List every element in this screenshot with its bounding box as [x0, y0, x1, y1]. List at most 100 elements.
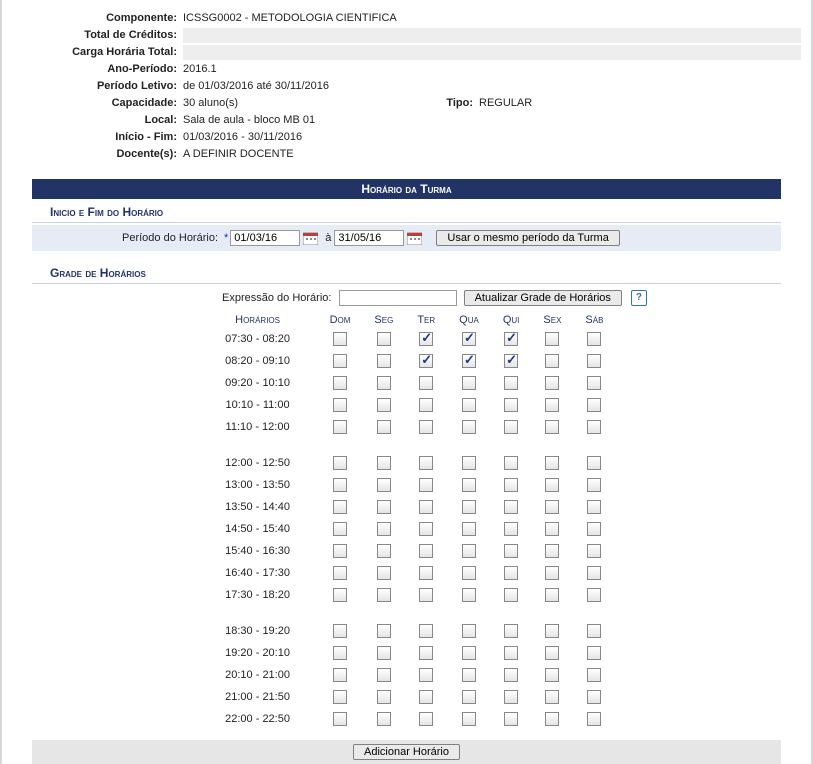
grade-checkbox[interactable]: [587, 712, 601, 726]
grade-checkbox[interactable]: [333, 690, 347, 704]
usar-periodo-turma-button[interactable]: Usar o mesmo período da Turma: [436, 230, 619, 246]
grade-checkbox[interactable]: [587, 456, 601, 470]
grade-checkbox[interactable]: [377, 668, 391, 682]
grade-checkbox[interactable]: [377, 376, 391, 390]
grade-checkbox[interactable]: [587, 646, 601, 660]
grade-checkbox[interactable]: [587, 588, 601, 602]
grade-checkbox[interactable]: [462, 588, 476, 602]
grade-checkbox[interactable]: [462, 478, 476, 492]
grade-checkbox[interactable]: [587, 690, 601, 704]
grade-checkbox[interactable]: [419, 544, 433, 558]
grade-checkbox[interactable]: [333, 544, 347, 558]
grade-checkbox[interactable]: [504, 544, 518, 558]
grade-checkbox[interactable]: [462, 398, 476, 412]
grade-checkbox[interactable]: [462, 566, 476, 580]
grade-checkbox[interactable]: [377, 332, 391, 346]
grade-checkbox[interactable]: [587, 398, 601, 412]
grade-checkbox[interactable]: [333, 624, 347, 638]
grade-checkbox[interactable]: [419, 332, 433, 346]
grade-checkbox[interactable]: [419, 376, 433, 390]
grade-checkbox[interactable]: [377, 712, 391, 726]
grade-checkbox[interactable]: [462, 420, 476, 434]
grade-checkbox[interactable]: [333, 332, 347, 346]
grade-checkbox[interactable]: [377, 566, 391, 580]
grade-checkbox[interactable]: [504, 420, 518, 434]
grade-checkbox[interactable]: [419, 478, 433, 492]
grade-checkbox[interactable]: [504, 712, 518, 726]
grade-checkbox[interactable]: [462, 332, 476, 346]
grade-checkbox[interactable]: [333, 398, 347, 412]
grade-checkbox[interactable]: [504, 668, 518, 682]
grade-checkbox[interactable]: [462, 690, 476, 704]
grade-checkbox[interactable]: [545, 566, 559, 580]
grade-checkbox[interactable]: [419, 668, 433, 682]
grade-checkbox[interactable]: [462, 500, 476, 514]
grade-checkbox[interactable]: [545, 646, 559, 660]
grade-checkbox[interactable]: [462, 522, 476, 536]
grade-checkbox[interactable]: [587, 376, 601, 390]
grade-checkbox[interactable]: [377, 522, 391, 536]
grade-checkbox[interactable]: [462, 712, 476, 726]
grade-checkbox[interactable]: [504, 646, 518, 660]
grade-checkbox[interactable]: [377, 456, 391, 470]
grade-checkbox[interactable]: [545, 376, 559, 390]
grade-checkbox[interactable]: [333, 566, 347, 580]
grade-checkbox[interactable]: [333, 588, 347, 602]
grade-checkbox[interactable]: [462, 624, 476, 638]
grade-checkbox[interactable]: [333, 522, 347, 536]
grade-checkbox[interactable]: [377, 624, 391, 638]
grade-checkbox[interactable]: [504, 398, 518, 412]
grade-checkbox[interactable]: [333, 354, 347, 368]
help-icon[interactable]: ?: [631, 290, 647, 306]
data-fim-input[interactable]: [334, 230, 404, 246]
grade-checkbox[interactable]: [419, 624, 433, 638]
grade-checkbox[interactable]: [504, 456, 518, 470]
grade-checkbox[interactable]: [419, 420, 433, 434]
grade-checkbox[interactable]: [419, 522, 433, 536]
grade-checkbox[interactable]: [545, 624, 559, 638]
grade-checkbox[interactable]: [504, 354, 518, 368]
adicionar-horario-button[interactable]: Adicionar Horário: [353, 744, 460, 760]
grade-checkbox[interactable]: [462, 354, 476, 368]
grade-checkbox[interactable]: [545, 544, 559, 558]
grade-checkbox[interactable]: [333, 668, 347, 682]
grade-checkbox[interactable]: [587, 566, 601, 580]
grade-checkbox[interactable]: [377, 544, 391, 558]
grade-checkbox[interactable]: [545, 398, 559, 412]
atualizar-grade-button[interactable]: Atualizar Grade de Horários: [464, 290, 622, 306]
data-inicio-input[interactable]: [230, 230, 300, 246]
grade-checkbox[interactable]: [587, 624, 601, 638]
grade-checkbox[interactable]: [377, 500, 391, 514]
grade-checkbox[interactable]: [377, 588, 391, 602]
grade-checkbox[interactable]: [504, 690, 518, 704]
grade-checkbox[interactable]: [545, 712, 559, 726]
grade-checkbox[interactable]: [333, 478, 347, 492]
grade-checkbox[interactable]: [504, 500, 518, 514]
grade-checkbox[interactable]: [545, 500, 559, 514]
grade-checkbox[interactable]: [504, 588, 518, 602]
grade-checkbox[interactable]: [377, 354, 391, 368]
grade-checkbox[interactable]: [377, 646, 391, 660]
grade-checkbox[interactable]: [419, 566, 433, 580]
calendar-icon[interactable]: [303, 231, 318, 245]
grade-checkbox[interactable]: [462, 376, 476, 390]
grade-checkbox[interactable]: [587, 668, 601, 682]
grade-checkbox[interactable]: [377, 478, 391, 492]
grade-checkbox[interactable]: [545, 522, 559, 536]
grade-checkbox[interactable]: [545, 420, 559, 434]
grade-checkbox[interactable]: [333, 500, 347, 514]
grade-checkbox[interactable]: [504, 566, 518, 580]
grade-checkbox[interactable]: [545, 354, 559, 368]
grade-checkbox[interactable]: [462, 544, 476, 558]
grade-checkbox[interactable]: [587, 478, 601, 492]
grade-checkbox[interactable]: [504, 478, 518, 492]
grade-checkbox[interactable]: [587, 522, 601, 536]
grade-checkbox[interactable]: [504, 624, 518, 638]
grade-checkbox[interactable]: [462, 456, 476, 470]
grade-checkbox[interactable]: [419, 500, 433, 514]
grade-checkbox[interactable]: [545, 668, 559, 682]
grade-checkbox[interactable]: [333, 376, 347, 390]
grade-checkbox[interactable]: [587, 354, 601, 368]
grade-checkbox[interactable]: [462, 668, 476, 682]
grade-checkbox[interactable]: [419, 398, 433, 412]
